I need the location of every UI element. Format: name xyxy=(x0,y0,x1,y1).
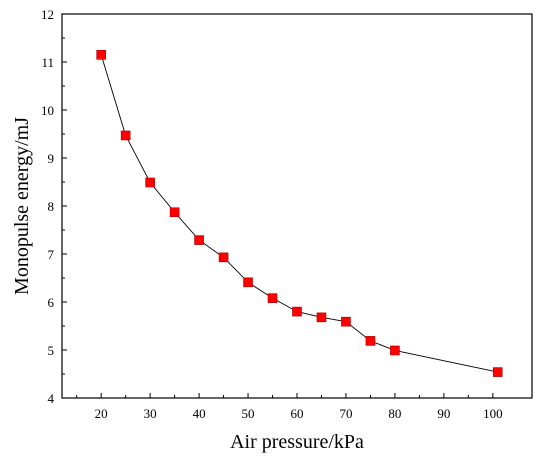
plot-frame xyxy=(61,13,533,399)
x-axis-title: Air pressure/kPa xyxy=(230,431,364,453)
data-point xyxy=(390,345,400,356)
y-tick-label: 9 xyxy=(48,151,55,166)
data-series xyxy=(96,49,503,377)
data-point xyxy=(292,306,302,317)
y-tick-label: 10 xyxy=(41,103,54,118)
data-point xyxy=(267,293,278,303)
x-tick-label: 80 xyxy=(388,406,401,421)
y-tick-label: 8 xyxy=(48,199,55,214)
x-tick-label: 90 xyxy=(437,406,450,421)
y-tick-label: 7 xyxy=(48,247,55,262)
y-tick-label: 12 xyxy=(41,7,54,22)
axes xyxy=(61,13,533,399)
x-tick-label: 30 xyxy=(144,406,157,421)
x-tick-label: 100 xyxy=(483,406,503,421)
data-point xyxy=(316,312,327,323)
series-line xyxy=(100,54,498,373)
x-tick-label: 20 xyxy=(95,406,108,421)
x-tick-label: 70 xyxy=(339,406,352,421)
y-axis-title: Monopulse energy/mJ xyxy=(11,117,33,295)
y-tick-label: 5 xyxy=(48,343,55,358)
x-tick-label: 50 xyxy=(242,406,255,421)
data-point xyxy=(194,235,204,245)
data-point xyxy=(492,367,503,377)
data-point xyxy=(169,207,180,218)
data-point xyxy=(96,49,106,60)
x-tick-label: 40 xyxy=(193,406,206,421)
ticks: 4 5 6 7 8 9 10 11 12 20 30 40 50 60 70 80 90 100 xyxy=(41,7,503,421)
x-tick-label: 60 xyxy=(291,406,304,421)
y-tick-label: 6 xyxy=(48,295,55,310)
y-tick-label: 11 xyxy=(41,55,54,70)
data-point xyxy=(365,336,376,346)
data-point xyxy=(218,252,229,263)
data-point xyxy=(145,177,155,188)
y-tick-label: 4 xyxy=(48,391,55,406)
data-point xyxy=(120,130,131,141)
data-point xyxy=(243,277,253,288)
data-point xyxy=(341,316,351,327)
